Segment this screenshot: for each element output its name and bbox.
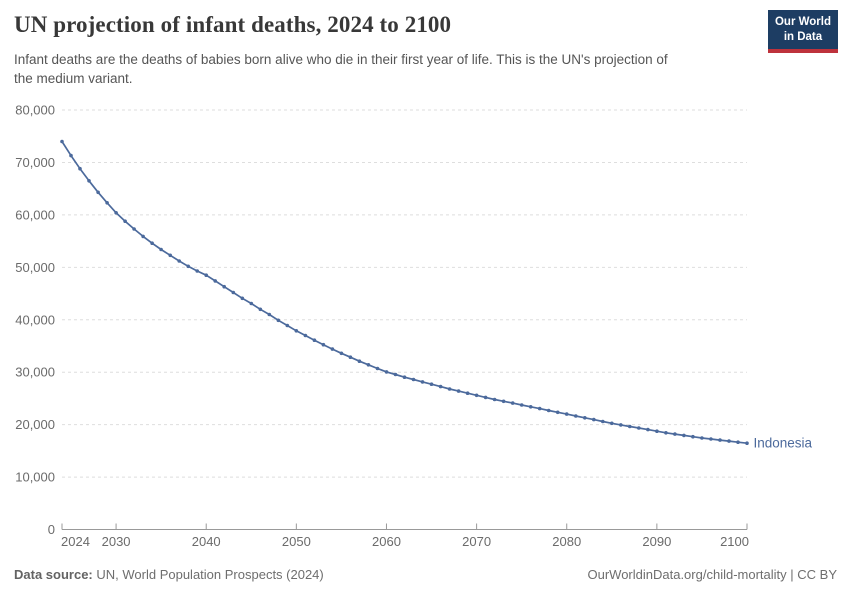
x-tick-label: 2030 bbox=[102, 534, 131, 549]
x-tick-label: 2024 bbox=[61, 534, 90, 549]
y-tick-label: 70,000 bbox=[15, 155, 55, 170]
x-tick-label: 2050 bbox=[282, 534, 311, 549]
chart-subtitle-line1: Infant deaths are the deaths of babies b… bbox=[14, 52, 668, 67]
y-tick-label: 40,000 bbox=[15, 312, 55, 327]
x-tick-label: 2040 bbox=[192, 534, 221, 549]
y-tick-label: 60,000 bbox=[15, 207, 55, 222]
chart-footer: Data source: UN, World Population Prospe… bbox=[14, 567, 837, 582]
y-axis-labels: 0 10,000 20,000 30,000 40,000 50,000 60,000 70,… bbox=[15, 103, 55, 538]
chart-subtitle-line2: the medium variant. bbox=[14, 70, 133, 86]
owid-logo-line1: Our World bbox=[774, 16, 831, 28]
footer-url-link[interactable]: OurWorldinData.org/child-mortality bbox=[587, 567, 787, 582]
owid-logo: Our World in Data bbox=[767, 10, 838, 53]
y-tick-label: 10,000 bbox=[15, 470, 55, 485]
chart-title: UN projection of infant deaths, 2024 to … bbox=[14, 12, 452, 37]
data-source-label: Data source: bbox=[14, 567, 93, 582]
data-line-indonesia bbox=[61, 140, 748, 445]
y-gridlines bbox=[62, 109, 747, 478]
y-tick-label: 50,000 bbox=[15, 260, 55, 275]
y-tick-label: 0 bbox=[48, 522, 55, 537]
data-source-text: UN, World Population Prospects (2024) bbox=[96, 567, 324, 582]
data-points bbox=[60, 139, 749, 446]
x-tick-label: 2080 bbox=[552, 534, 581, 549]
y-tick-label: 80,000 bbox=[15, 103, 55, 118]
x-axis: 2024 2030 2040 2050 2060 2070 2080 2090 2100 bbox=[61, 523, 749, 549]
footer-license: | CC BY bbox=[786, 567, 837, 582]
x-tick-label: 2100 bbox=[720, 534, 749, 549]
x-tick-label: 2070 bbox=[462, 534, 491, 549]
chart-subtitle: Infant deaths are the deaths of babies b… bbox=[14, 51, 668, 88]
x-tick-label: 2090 bbox=[642, 534, 671, 549]
footer-credit: OurWorldinData.org/child-mortality | CC … bbox=[587, 567, 837, 582]
y-tick-label: 30,000 bbox=[15, 365, 55, 380]
data-source-note: Data source: UN, World Population Prospe… bbox=[14, 567, 324, 582]
series-label-indonesia: Indonesia bbox=[754, 436, 813, 451]
owid-logo-line2: in Data bbox=[783, 30, 823, 43]
y-tick-label: 20,000 bbox=[15, 417, 55, 432]
x-tick-label: 2060 bbox=[372, 534, 401, 549]
